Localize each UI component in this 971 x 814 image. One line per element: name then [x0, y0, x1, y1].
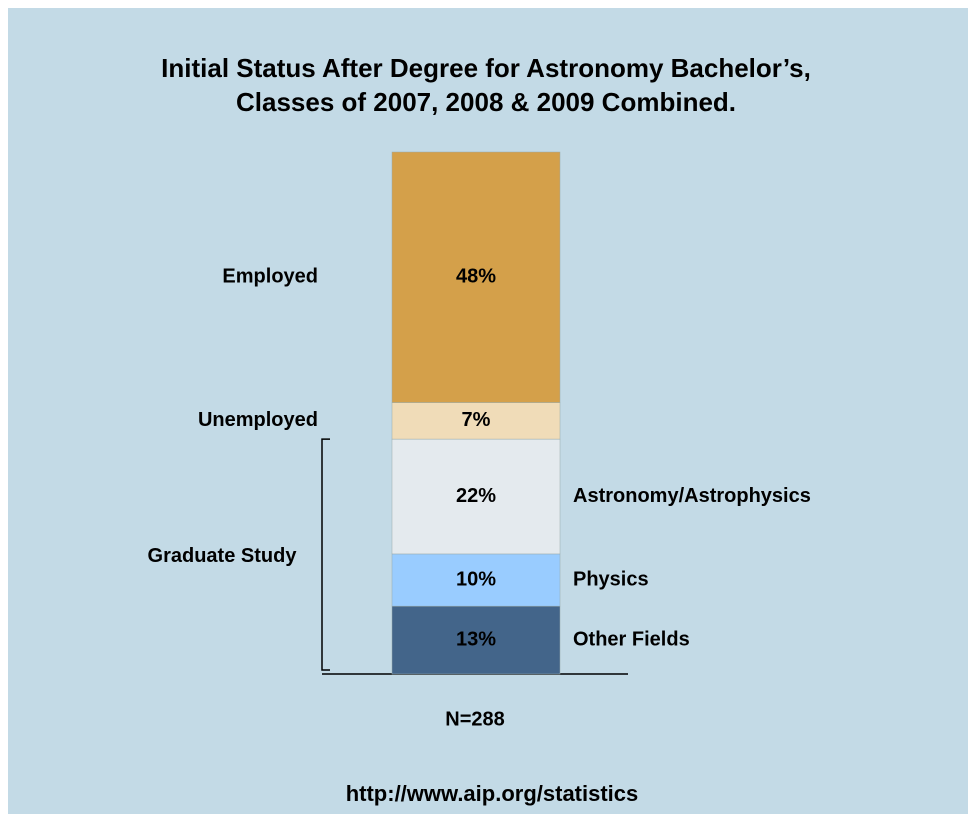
value-label: 13% [456, 628, 496, 650]
bar-segment [391, 605, 561, 675]
series-label: Unemployed [198, 409, 318, 431]
series-label: Employed [222, 266, 318, 288]
series-label: Astronomy/Astrophysics [573, 485, 811, 507]
bar-segment [391, 402, 561, 440]
chart-title: Classes of 2007, 2008 & 2009 Combined. [236, 87, 736, 117]
series-label: Physics [573, 568, 649, 590]
value-label: 22% [456, 485, 496, 507]
bar-segment [391, 151, 561, 403]
bar-segment [391, 553, 561, 607]
group-bracket [321, 438, 330, 671]
chart-title: Initial Status After Degree for Astronom… [161, 53, 811, 83]
value-label: 10% [456, 568, 496, 590]
group-label: Graduate Study [148, 545, 298, 567]
value-label: 48% [456, 266, 496, 288]
source: http://www.aip.org/statistics [346, 781, 639, 806]
bar-segment [391, 438, 561, 555]
value-label: 7% [462, 409, 491, 431]
series-label: Other Fields [573, 628, 690, 650]
note: N=288 [445, 708, 505, 730]
